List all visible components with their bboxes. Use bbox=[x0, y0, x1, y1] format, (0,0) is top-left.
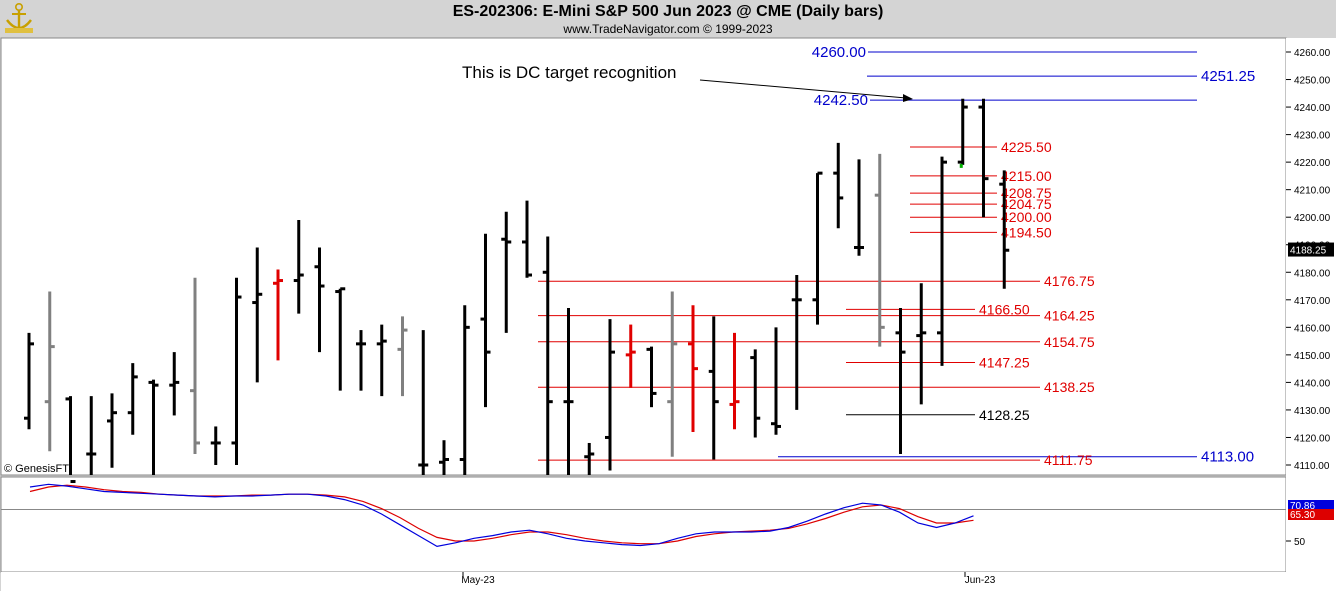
price-tick-label: 4140.00 bbox=[1294, 378, 1331, 389]
price-level-label: 4194.50 bbox=[1001, 224, 1052, 240]
price-level-label: 4242.50 bbox=[814, 92, 868, 109]
price-level-label: 4111.75 bbox=[1044, 452, 1093, 468]
price-level-label: 4164.25 bbox=[1044, 308, 1095, 324]
oscillator-blue-line bbox=[29, 483, 974, 548]
price-level-label: 4215.00 bbox=[1001, 168, 1052, 184]
date-label: May-23 bbox=[461, 575, 495, 586]
price-tick-label: 4130.00 bbox=[1294, 406, 1331, 417]
price-level-label: 4260.00 bbox=[812, 44, 866, 61]
date-label: Jun-23 bbox=[965, 575, 996, 586]
price-plot-area[interactable] bbox=[0, 37, 1287, 476]
osc-red-value: 65.30 bbox=[1290, 510, 1315, 521]
title-bar: ES-202306: E-Mini S&P 500 Jun 2023 @ CME… bbox=[0, 0, 1336, 38]
anchor-logo-icon bbox=[5, 2, 33, 33]
genesis-watermark: © GenesisFT bbox=[4, 463, 69, 475]
price-tick-label: 4120.00 bbox=[1294, 433, 1331, 444]
green-marker bbox=[959, 163, 963, 168]
price-level-label: 4154.75 bbox=[1044, 334, 1095, 350]
price-tick-label: 4200.00 bbox=[1294, 213, 1331, 224]
price-tick-label: 4150.00 bbox=[1294, 351, 1331, 362]
price-level-label: 4200.00 bbox=[1001, 209, 1052, 225]
price-tick-label: 4180.00 bbox=[1294, 268, 1331, 279]
annotation-arrowhead bbox=[903, 94, 913, 102]
price-tick-label: 4230.00 bbox=[1294, 131, 1331, 142]
price-axis-band bbox=[1286, 38, 1336, 591]
oscillator-plot-area[interactable] bbox=[0, 476, 1287, 573]
price-level-label: 4251.25 bbox=[1201, 68, 1255, 85]
price-level-label: 4225.50 bbox=[1001, 139, 1052, 155]
date-axis-band bbox=[1, 572, 1286, 591]
last-price-box bbox=[1288, 242, 1334, 257]
price-level-label: 4128.25 bbox=[979, 407, 1030, 423]
price-tick-label: 4250.00 bbox=[1294, 76, 1331, 87]
annotation-text: This is DC target recognition bbox=[462, 63, 676, 82]
osc-blue-value-box bbox=[1288, 500, 1334, 511]
price-tick-label: 4170.00 bbox=[1294, 296, 1331, 307]
price-tick-label: 4260.00 bbox=[1294, 48, 1331, 59]
price-level-label: 4166.50 bbox=[979, 301, 1030, 317]
price-tick-label: 4210.00 bbox=[1294, 186, 1331, 197]
dc-annotation: This is DC target recognition bbox=[462, 63, 913, 102]
osc-red-value-box bbox=[1288, 509, 1334, 520]
price-level-label: 4113.00 bbox=[1201, 449, 1254, 466]
price-level-label: 4208.75 bbox=[1001, 185, 1052, 201]
price-tick-label: 4220.00 bbox=[1294, 158, 1331, 169]
price-tick-label: 4160.00 bbox=[1294, 323, 1331, 334]
chart-title: ES-202306: E-Mini S&P 500 Jun 2023 @ CME… bbox=[452, 3, 884, 20]
annotation-arrow-line bbox=[699, 79, 907, 99]
price-tick-label: 4110.00 bbox=[1294, 461, 1330, 472]
osc-tick-label: 50 bbox=[1294, 537, 1306, 548]
price-tick-label: 4240.00 bbox=[1294, 103, 1331, 114]
price-level-label: 4176.75 bbox=[1044, 273, 1095, 289]
price-level-label: 4204.75 bbox=[1001, 196, 1052, 212]
chart-subtitle: www.TradeNavigator.com © 1999-2023 bbox=[563, 22, 773, 36]
last-price-label: 4188.25 bbox=[1290, 246, 1327, 257]
price-level-label: 4147.25 bbox=[979, 354, 1030, 370]
osc-blue-value: 70.86 bbox=[1290, 501, 1315, 512]
price-level-label: 4138.25 bbox=[1044, 379, 1095, 395]
